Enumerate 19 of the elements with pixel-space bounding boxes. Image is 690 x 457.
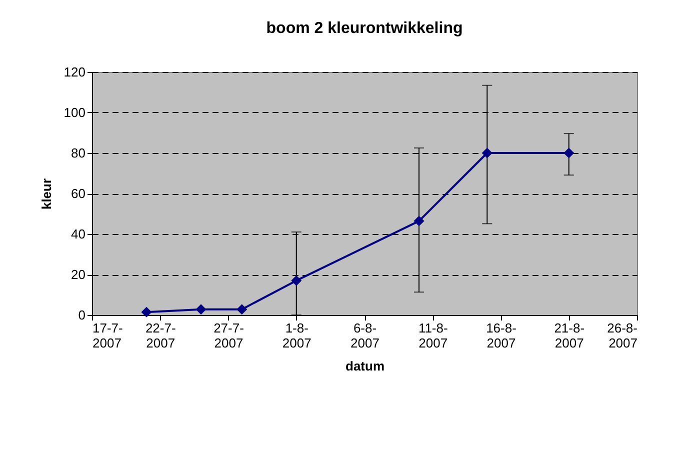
y-tick-label: 120 xyxy=(64,64,86,80)
x-tick-label: 1-8-2007 xyxy=(282,320,312,350)
x-tick-label: 11-8-2007 xyxy=(418,320,448,350)
y-tick-label: 40 xyxy=(71,226,86,242)
y-tick-label: 0 xyxy=(78,308,86,322)
x-tick-label: 22-7-2007 xyxy=(145,320,176,350)
y-tick-label: 100 xyxy=(64,105,86,120)
x-tick-label: 17-7-2007 xyxy=(92,320,123,350)
x-tick-label: 27-7-2007 xyxy=(214,320,244,350)
x-axis-title: datum xyxy=(346,358,384,374)
y-tick-label: 80 xyxy=(71,146,86,160)
y-tick-label: 20 xyxy=(71,267,86,282)
x-tick-label: 26-8-2007 xyxy=(607,320,638,350)
x-tick-label: 16-8-2007 xyxy=(486,320,516,350)
y-axis-title: kleur xyxy=(38,178,54,210)
chart-title: boom 2 kleurontwikkeling xyxy=(266,20,463,37)
x-tick-label: 6-8-2007 xyxy=(350,320,380,350)
y-tick-label: 60 xyxy=(71,186,86,201)
x-tick-label: 21-8-2007 xyxy=(554,320,585,350)
